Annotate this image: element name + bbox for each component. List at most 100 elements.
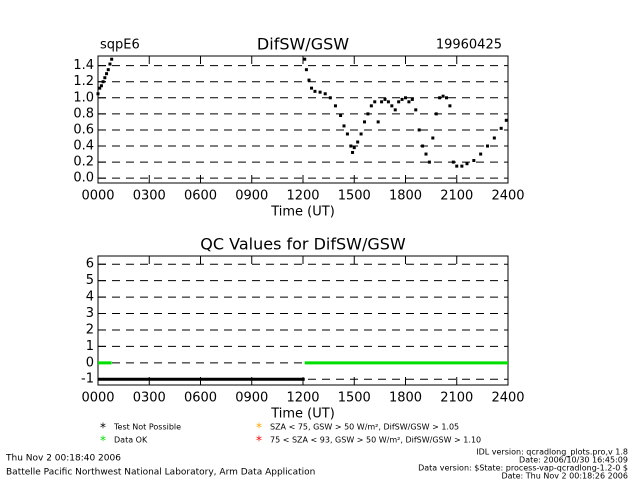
x-axis-label: Time (UT) — [270, 407, 335, 422]
data-point — [310, 86, 314, 90]
legend-label: 75 < SZA < 93, GSW > 50 W/m², DifSW/GSW … — [270, 436, 481, 445]
x-tick-label: 2100 — [440, 189, 473, 204]
x-tick-label: 0000 — [81, 189, 114, 204]
data-point — [101, 80, 105, 84]
footer-left: Battelle Pacific Northwest National Labo… — [6, 468, 315, 478]
x-axis-label: Time (UT) — [270, 205, 335, 220]
footer-right: Data version: $State: process-vap-qcradl… — [418, 464, 628, 473]
data-point — [504, 118, 508, 122]
y-tick-label: 1 — [86, 339, 94, 354]
y-tick-label: 0 — [86, 355, 94, 370]
chart-title: QC Values for DifSW/GSW — [200, 235, 406, 254]
y-tick-label: 0.4 — [73, 139, 94, 154]
data-point — [376, 120, 380, 124]
y-tick-label: 1.4 — [73, 58, 94, 73]
y-tick-label: 5 — [86, 273, 94, 288]
legend-marker: * — [256, 434, 262, 448]
data-point — [318, 90, 322, 94]
data-point — [465, 162, 469, 166]
x-tick-label: 1500 — [338, 391, 371, 406]
y-tick-label: 0.2 — [73, 155, 94, 170]
x-tick-label: 0300 — [133, 189, 166, 204]
data-point — [431, 136, 435, 140]
data-point — [352, 146, 356, 150]
x-tick-label: 2400 — [491, 189, 524, 204]
data-point — [414, 108, 418, 112]
data-point — [390, 104, 394, 108]
data-point — [369, 104, 373, 108]
y-tick-label: 0.8 — [73, 106, 94, 121]
y-tick-label: 4 — [86, 290, 94, 305]
x-tick-label: 0300 — [133, 391, 166, 406]
y-tick-label: 1.2 — [73, 74, 94, 89]
data-point — [424, 152, 428, 156]
y-tick-label: 1.0 — [73, 90, 94, 105]
data-point — [366, 112, 370, 116]
data-point — [108, 62, 112, 66]
plot-frame — [97, 255, 509, 386]
y-tick-label: 3 — [86, 306, 94, 321]
footer-left: Thu Nov 2 00:18:40 2006 — [5, 454, 121, 464]
footer-right: Date: Thu Nov 2 00:18:26 2006 — [501, 472, 628, 480]
data-point — [342, 124, 346, 128]
data-point — [460, 164, 464, 168]
data-point — [455, 164, 459, 168]
data-point — [472, 158, 476, 162]
data-point — [427, 160, 431, 164]
data-point — [410, 97, 414, 101]
legend-label: Data OK — [114, 436, 148, 445]
data-point — [356, 140, 360, 144]
data-point — [103, 76, 107, 80]
data-point — [333, 104, 337, 108]
data-point — [438, 96, 442, 100]
x-tick-label: 1200 — [286, 391, 319, 406]
data-point — [303, 57, 307, 61]
x-tick-label: 0600 — [184, 189, 217, 204]
legend-marker: * — [100, 421, 106, 435]
data-point — [492, 136, 496, 140]
y-tick-label: -1 — [81, 372, 94, 387]
data-point — [417, 128, 421, 132]
data-point — [363, 120, 366, 124]
data-point — [451, 160, 455, 164]
legend-label: SZA < 75, GSW > 50 W/m², DifSW/GSW > 1.0… — [270, 423, 459, 432]
chart-title: DifSW/GSW — [257, 35, 349, 54]
legend-marker: * — [256, 421, 262, 435]
data-point — [445, 96, 448, 100]
site-label: sqpE6 — [100, 38, 140, 53]
x-tick-label: 1500 — [338, 189, 371, 204]
footer-right: Date: 2006/10/30 16:45:09 — [519, 456, 628, 465]
data-point — [421, 144, 425, 148]
x-tick-label: 1800 — [389, 189, 422, 204]
data-point — [404, 96, 407, 100]
data-point — [351, 150, 355, 154]
data-point — [479, 152, 483, 156]
data-point — [106, 68, 110, 72]
y-tick-label: 0.0 — [73, 171, 94, 186]
data-point — [359, 132, 363, 136]
x-tick-label: 0900 — [235, 189, 268, 204]
data-point — [434, 112, 438, 116]
x-tick-label: 0900 — [235, 391, 268, 406]
y-tick-label: 2 — [86, 322, 94, 337]
x-tick-label: 1800 — [389, 391, 422, 406]
data-point — [383, 97, 387, 101]
data-point — [99, 84, 103, 88]
legend-label: Test Not Possible — [113, 423, 181, 432]
data-point — [441, 94, 445, 98]
data-point — [380, 100, 384, 104]
data-point — [486, 144, 489, 148]
data-point — [328, 96, 332, 100]
data-point — [499, 126, 503, 130]
data-point — [96, 92, 100, 96]
plot-frame — [97, 55, 509, 184]
data-point — [110, 57, 114, 61]
data-point — [307, 78, 311, 82]
footer-right: IDL version: qcradlong_plots.pro,v 1.8 — [476, 448, 628, 457]
data-point — [349, 144, 353, 148]
data-point — [448, 104, 452, 108]
data-point — [407, 100, 411, 104]
data-point — [339, 113, 343, 117]
date-label: 19960425 — [436, 38, 502, 53]
data-point — [397, 100, 401, 104]
